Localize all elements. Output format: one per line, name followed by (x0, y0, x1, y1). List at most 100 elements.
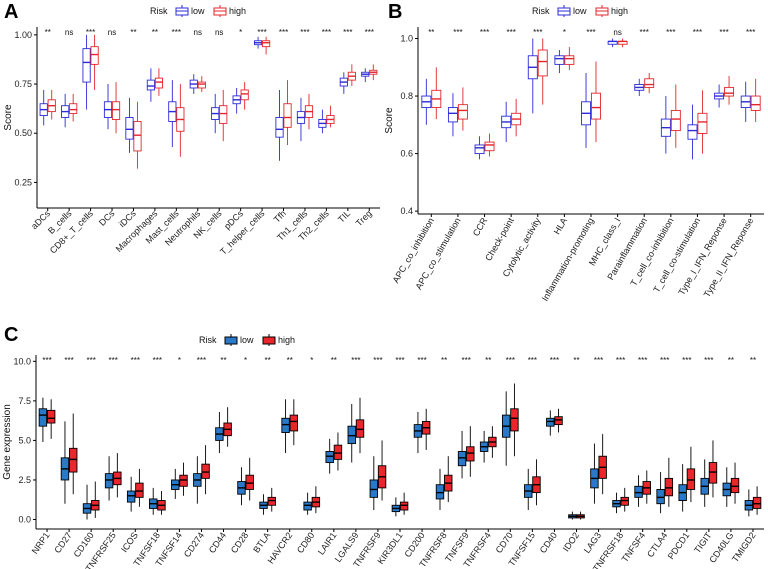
box-group: *** TIGIT (692, 356, 718, 555)
box-high (554, 416, 563, 426)
box-low (281, 417, 290, 433)
significance-label: *** (343, 28, 352, 37)
y-axis-title: Score (384, 107, 395, 134)
significance-label: *** (586, 28, 595, 37)
box-high (457, 104, 468, 120)
legend-label: high (278, 335, 295, 345)
significance-label: ** (130, 28, 136, 37)
legend-title: Risk (150, 6, 168, 16)
x-tick-label: CD27 (52, 530, 73, 555)
legend-item-high: high (213, 5, 246, 17)
significance-label: *** (279, 28, 288, 37)
box-group: nsB_cells (46, 28, 78, 236)
y-tick-label: 2.5 (18, 475, 31, 485)
x-tick-label: Type_I_IFN_Reponse (676, 216, 728, 297)
box-high (510, 408, 519, 432)
box-high (466, 446, 475, 462)
x-tick-label: HLA (552, 216, 569, 236)
significance-label: *** (638, 356, 647, 365)
significance-label: *** (131, 356, 140, 365)
y-tick-label: 0.8 (400, 91, 413, 101)
box-low (656, 489, 665, 505)
box-high (197, 81, 206, 89)
x-tick-label: CD44 (207, 530, 228, 555)
box-high (69, 447, 78, 473)
box-high (708, 462, 718, 484)
box-high (399, 501, 409, 511)
box-high (724, 86, 735, 97)
significance-label: *** (693, 28, 702, 37)
significance-label: * (244, 356, 247, 365)
significance-label: ns (108, 28, 116, 37)
significance-label: *** (417, 356, 426, 365)
significance-label: *** (616, 356, 625, 365)
box-high (591, 92, 601, 120)
box-high (133, 120, 142, 152)
x-tick-label: TIL (336, 208, 352, 224)
significance-label: ** (45, 28, 51, 37)
y-tick-label: 5.0 (18, 435, 31, 445)
box-high (135, 482, 144, 498)
significance-label: ns (613, 28, 621, 37)
box-low (38, 408, 48, 427)
y-tick-label: 1.0 (400, 34, 413, 44)
legend-key-box (262, 336, 276, 345)
x-tick-label: CD28 (229, 530, 250, 555)
legend-item-low: low (557, 5, 587, 17)
significance-label: *** (666, 28, 675, 37)
x-tick-label: TIGIT (692, 530, 714, 555)
x-tick-label: CD70 (494, 530, 515, 555)
panel-c: C Risk low high 0.0 2.5 5.0 7.5 10.0 Gene express… (2, 324, 764, 569)
significance-label: ns (65, 28, 73, 37)
box-group: **TMIGD2 (730, 356, 762, 564)
legend-item-high: high (262, 334, 295, 346)
y-tick-label: 0.50 (14, 128, 32, 138)
box-high (219, 105, 228, 124)
legend: Risk low high (150, 5, 246, 17)
box-low (634, 485, 643, 498)
significance-label: *** (365, 28, 374, 37)
y-tick-label: 0.75 (14, 79, 32, 89)
significance-label: *** (172, 28, 181, 37)
box-group: *** CD40 (538, 356, 563, 555)
significance-label: ** (287, 356, 293, 365)
significance-label: *** (373, 356, 382, 365)
box-low (474, 144, 485, 155)
significance-label: *** (550, 356, 559, 365)
significance-label: *** (453, 28, 462, 37)
box-high (90, 46, 99, 65)
box-group: *** Tfh (272, 28, 292, 225)
significance-label: *** (109, 356, 118, 365)
box-group: ***LGALS9 (333, 356, 365, 564)
box-group: ***TNFSF9 (443, 356, 475, 564)
panel-b: B Risk low high 0.4 0.6 0.8 1.0 Score**APC_co_in… (384, 1, 764, 303)
box-group: *pDCs (222, 28, 249, 231)
box-low (82, 48, 91, 83)
box-low (146, 79, 155, 91)
box-group: *** TIL (336, 28, 356, 225)
significance-label: ** (728, 356, 734, 365)
y-tick-label: 0.4 (400, 206, 413, 216)
box-group: ns DCs (97, 28, 121, 228)
y-axis-title: Gene expression (2, 404, 13, 480)
box-high (355, 419, 365, 438)
box-high (267, 496, 276, 506)
significance-label: ** (220, 356, 226, 365)
panel-label: A (4, 1, 18, 23)
significance-label: ** (485, 356, 491, 365)
box-group: *** NRP1 (30, 356, 56, 556)
box-low (125, 117, 134, 140)
x-tick-label: CD80 (295, 530, 316, 555)
box-group: * CD80 (295, 356, 321, 555)
legend-title: Risk (199, 335, 217, 345)
box-low (275, 117, 284, 138)
legend-label: high (229, 6, 246, 16)
box-high (201, 463, 210, 479)
box-low (554, 55, 565, 65)
box-group: ***APC_co_stimulation (413, 28, 468, 291)
significance-label: *** (533, 28, 542, 37)
x-tick-label: NRP1 (30, 530, 52, 555)
x-tick-label: PDCD1 (666, 530, 692, 561)
box-group: ** BTLA (251, 356, 276, 555)
